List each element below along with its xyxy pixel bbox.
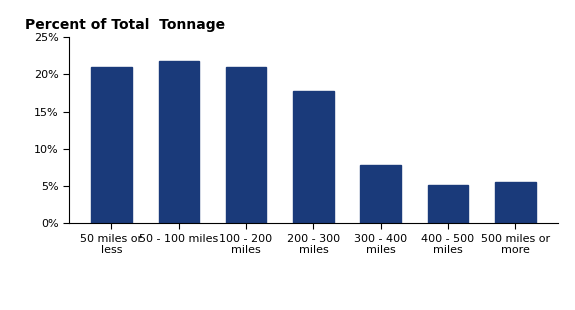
Bar <box>293 91 334 223</box>
Bar <box>495 182 535 223</box>
Bar <box>226 67 266 223</box>
Bar <box>361 165 401 223</box>
Text: Percent of Total  Tonnage: Percent of Total Tonnage <box>25 18 225 32</box>
Bar <box>428 185 468 223</box>
Bar <box>91 67 132 223</box>
Bar <box>159 61 199 223</box>
